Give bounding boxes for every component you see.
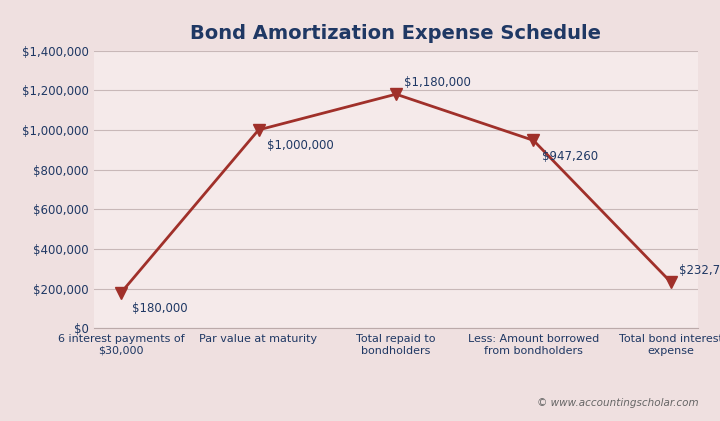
Text: $1,000,000: $1,000,000 bbox=[267, 139, 333, 152]
Text: © www.accountingscholar.com: © www.accountingscholar.com bbox=[537, 398, 698, 408]
Title: Bond Amortization Expense Schedule: Bond Amortization Expense Schedule bbox=[191, 24, 601, 43]
Text: $232,740: $232,740 bbox=[679, 264, 720, 277]
Text: $1,180,000: $1,180,000 bbox=[405, 76, 471, 89]
Text: $947,260: $947,260 bbox=[541, 150, 598, 163]
Text: $180,000: $180,000 bbox=[132, 302, 188, 315]
